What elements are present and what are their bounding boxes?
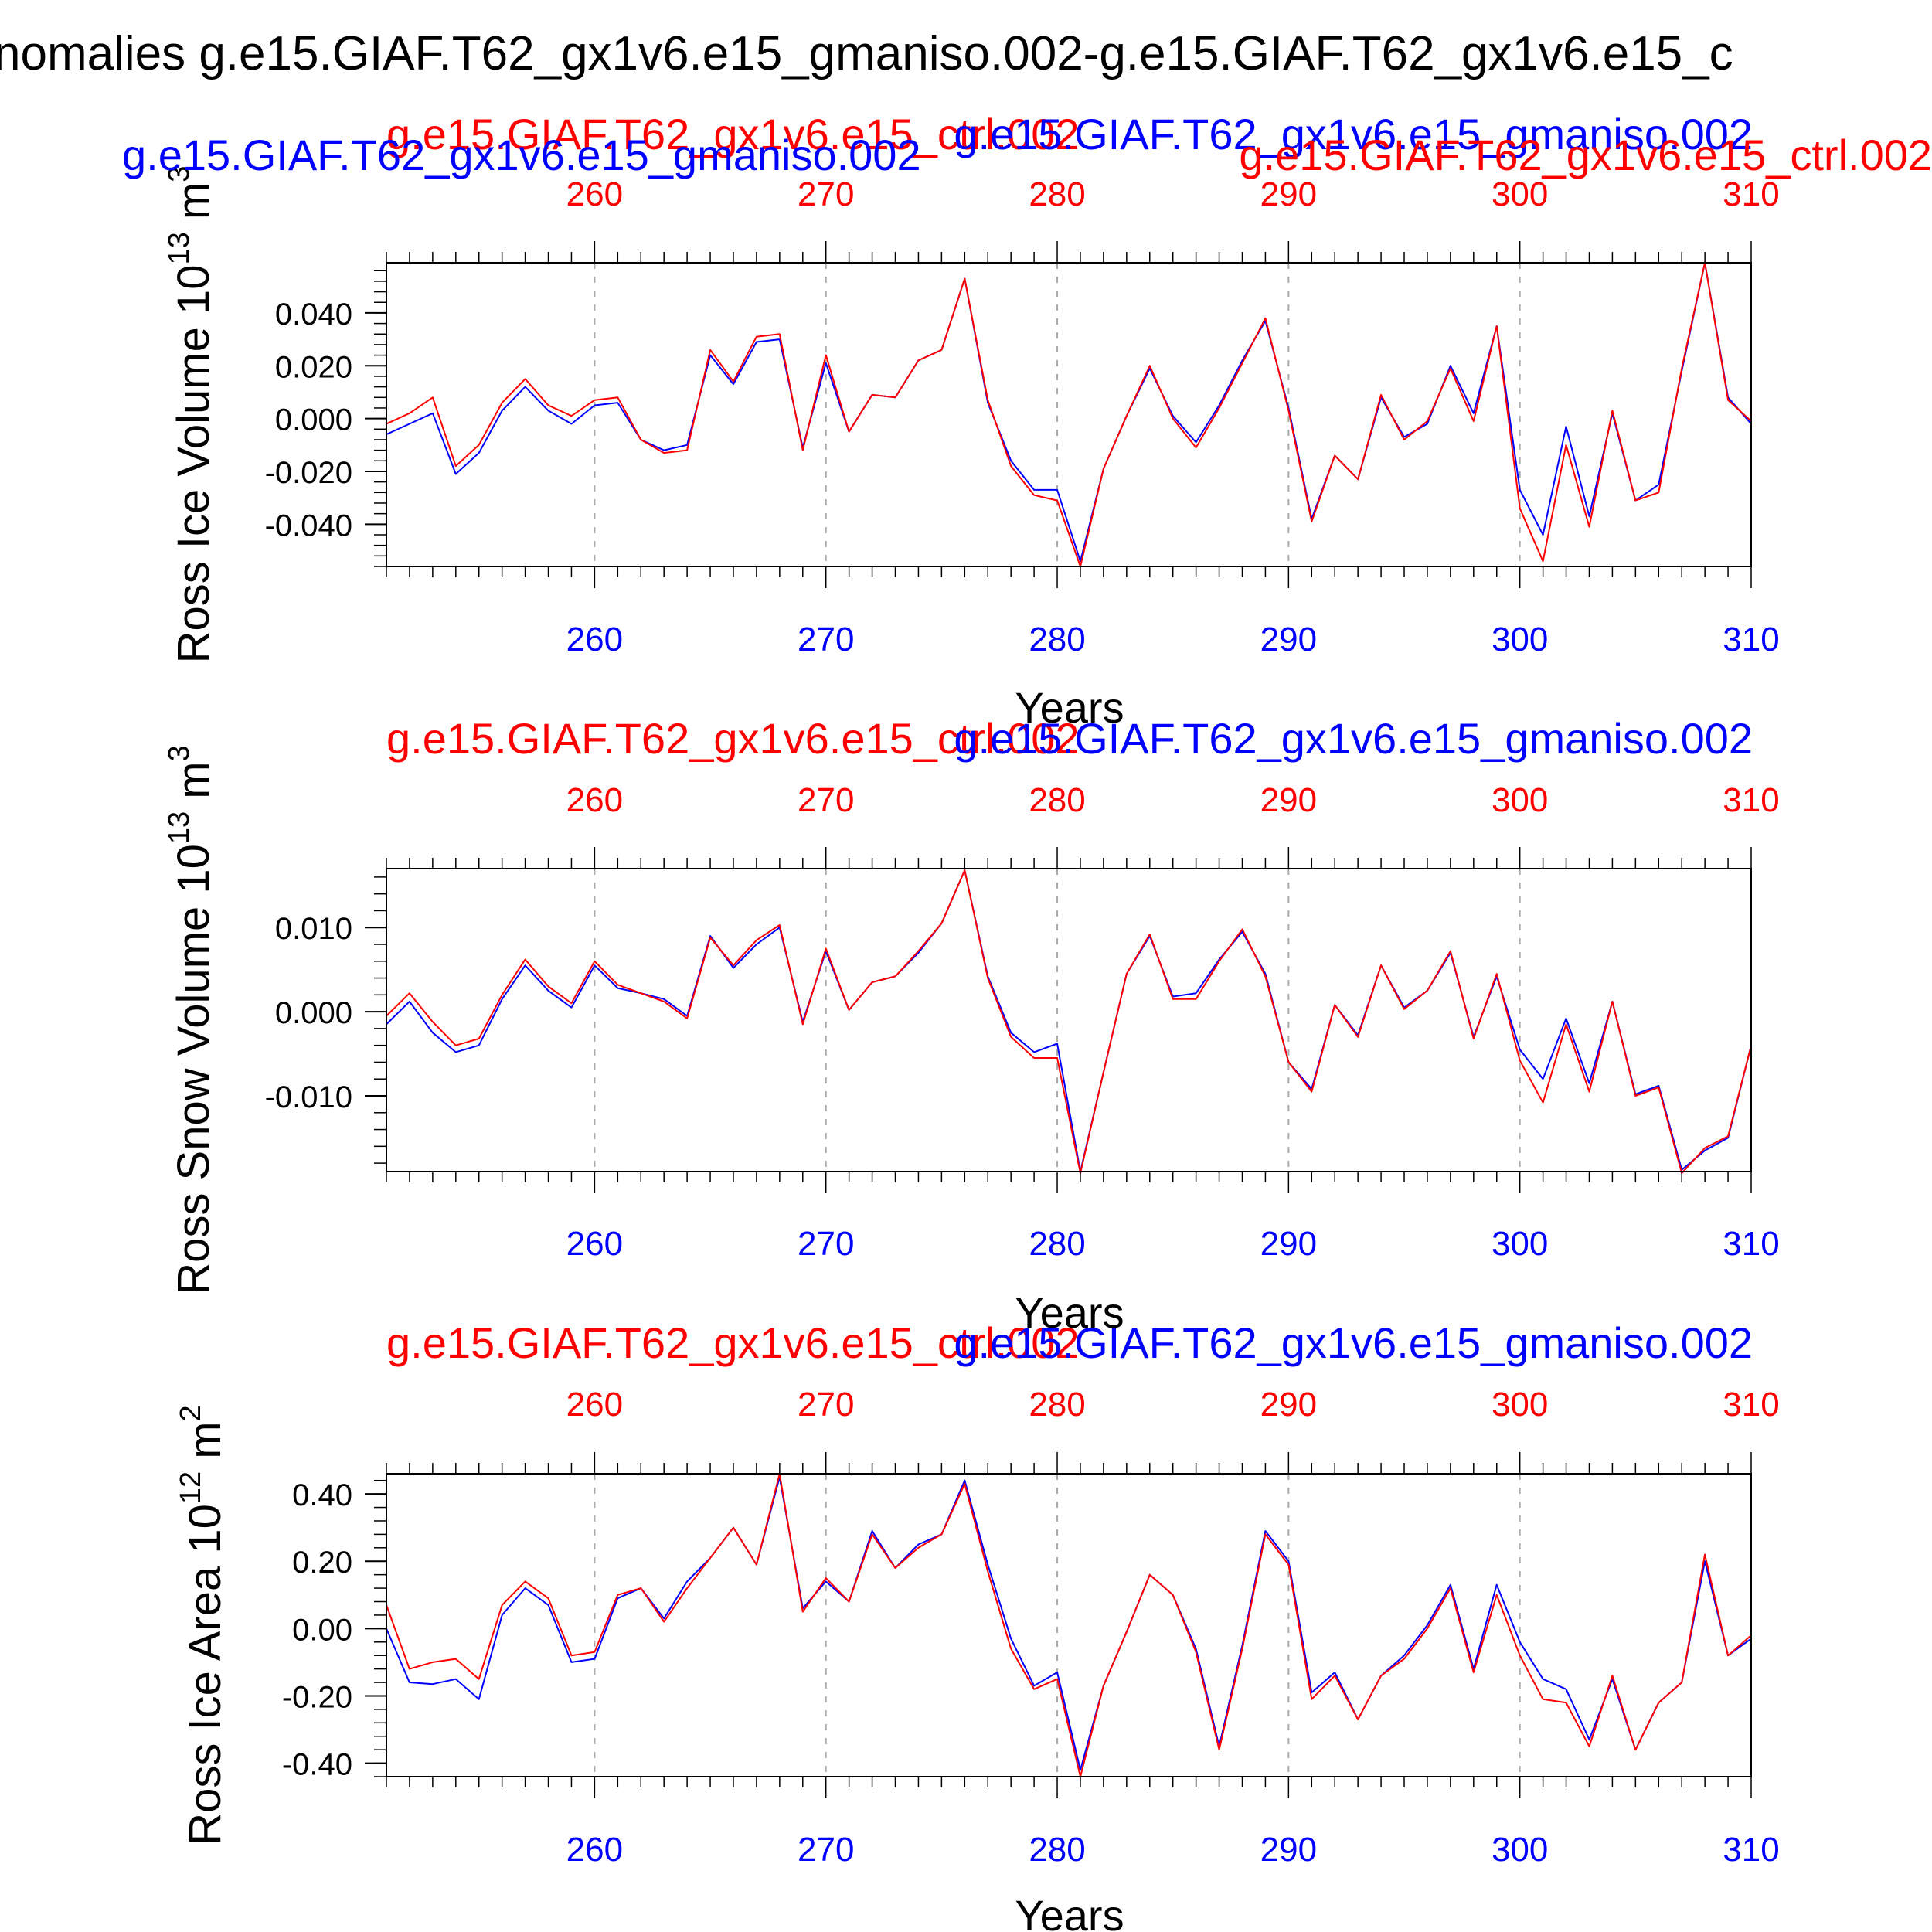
y-axis-label: Ross Snow Volume 1013 m3 [163,745,219,1294]
chart-panels: 0.040 0.020 0.000 -0.020 -0.040 260 260 270 270 2… [122,110,1932,1932]
x-tick-label-top: 290 [1260,781,1317,819]
x-tick-label-bottom: 290 [1260,1225,1317,1263]
x-tick-label-top: 270 [798,175,854,213]
x-tick-label-top: 270 [798,781,854,819]
chart-panel-1: 0.040 0.020 0.000 -0.020 -0.040 260 260 270 270 2… [122,110,1932,732]
x-tick-label-bottom: 260 [566,1831,623,1869]
y-axis-label-unit: m [168,761,219,811]
y-tick-label: 0.020 [275,350,352,384]
x-axis-label: Years [1015,1891,1124,1932]
x-tick-label-bottom: 280 [1029,621,1085,658]
x-tick-label-bottom: 290 [1260,621,1317,658]
x-tick-label-top: 270 [798,1386,854,1423]
chart-panel-3: 0.40 0.20 0.00 -0.20 -0.40 260 260 270 270 280 280… [175,1318,1780,1932]
plot-frame [386,1473,1752,1777]
x-tick-label-bottom: 290 [1260,1831,1317,1869]
x-tick-label-top: 310 [1723,175,1779,213]
x-tick-label-top: 260 [566,175,623,213]
series-line-ctrl [386,262,1752,567]
x-tick-label-top: 300 [1492,1386,1548,1423]
plot-frame [386,262,1752,567]
y-axis-label-text: Ross Ice Volume 10 [168,265,219,664]
y-axis-label-unit-exponent: 2 [175,1405,207,1421]
plot-frame [386,868,1752,1172]
x-tick-label-top: 310 [1723,1386,1779,1423]
x-tick-label-bottom: 300 [1492,1831,1548,1869]
y-axis-label-exponent: 13 [163,232,196,264]
legend-entry-upper-right: g.e15.GIAF.T62_gx1v6.e15_ctrl.002 [1239,131,1932,179]
series-line-ctrl [386,1473,1752,1777]
y-axis-label-unit-exponent: 3 [163,166,196,182]
y-axis-label-unit: m [180,1421,230,1471]
y-tick-label: 0.00 [292,1613,352,1647]
x-tick-label-bottom: 260 [566,1225,623,1263]
x-tick-label-top: 280 [1029,175,1085,213]
legend-entry-top-left: g.e15.GIAF.T62_gx1v6.e15_ctrl.002 [386,1318,1080,1367]
x-tick-label-bottom: 300 [1492,621,1548,658]
y-axis-label-text: Ross Ice Area 10 [180,1504,230,1845]
series-line-gmaniso [386,1476,1752,1771]
series-line-ctrl [386,869,1752,1175]
y-tick-label: 0.40 [292,1478,352,1512]
y-axis-label-exponent: 12 [175,1471,207,1504]
x-tick-label-bottom: 270 [798,621,854,658]
y-tick-label: -0.040 [265,509,352,543]
y-tick-label: -0.020 [265,456,352,490]
x-tick-label-bottom: 300 [1492,1225,1548,1263]
y-axis-label: Ross Ice Area 1012 m2 [175,1405,230,1845]
y-axis-label-text: Ross Snow Volume 10 [168,844,219,1295]
x-tick-label-bottom: 310 [1723,1831,1779,1869]
y-tick-label: 0.000 [275,403,352,437]
x-tick-label-top: 300 [1492,175,1548,213]
x-tick-label-bottom: 270 [798,1831,854,1869]
series-line-gmaniso [386,262,1752,563]
x-tick-label-top: 280 [1029,781,1085,819]
y-tick-label: 0.20 [292,1546,352,1580]
x-tick-label-top: 260 [566,1386,623,1423]
x-tick-label-bottom: 270 [798,1225,854,1263]
x-tick-label-bottom: 310 [1723,1225,1779,1263]
y-tick-label: -0.20 [282,1680,352,1714]
x-tick-label-bottom: 280 [1029,1831,1085,1869]
y-axis-label-exponent: 13 [163,811,196,844]
legend-entry-top-right: g.e15.GIAF.T62_gx1v6.e15_gmaniso.002 [954,1318,1753,1367]
x-tick-label-top: 300 [1492,781,1548,819]
y-tick-label: -0.010 [265,1080,352,1114]
y-axis-label-unit-exponent: 3 [163,745,196,761]
x-tick-label-bottom: 310 [1723,621,1779,658]
figure-title: nomalies g.e15.GIAF.T62_gx1v6.e15_gmanis… [0,27,1733,80]
x-tick-label-top: 310 [1723,781,1779,819]
x-axis-label: Years [1015,1288,1124,1337]
x-tick-label-top: 280 [1029,1386,1085,1423]
legend-entry-top-left: g.e15.GIAF.T62_gx1v6.e15_ctrl.002 [386,714,1080,763]
legend-entry-top-left: g.e15.GIAF.T62_gx1v6.e15_ctrl.002 [386,110,1080,158]
x-tick-label-top: 290 [1260,175,1317,213]
legend-entry-top-right: g.e15.GIAF.T62_gx1v6.e15_gmaniso.002 [954,714,1753,763]
x-axis-label: Years [1015,683,1124,732]
x-tick-label-top: 260 [566,781,623,819]
y-tick-label: 0.040 [275,298,352,332]
y-tick-label: 0.000 [275,996,352,1030]
y-axis-label: Ross Ice Volume 1013 m3 [163,166,219,664]
y-tick-label: 0.010 [275,912,352,946]
legend-entry-upper-left: g.e15.GIAF.T62_gx1v6.e15_gmaniso.002 [122,131,921,179]
chart-panel-2: 0.010 0.000 -0.010 260 260 270 270 280 280 290 290… [163,714,1780,1337]
x-tick-label-bottom: 260 [566,621,623,658]
y-tick-label: -0.40 [282,1748,352,1782]
x-tick-label-top: 290 [1260,1386,1317,1423]
y-axis-label-unit: m [168,182,219,232]
legend-entry-top-right: g.e15.GIAF.T62_gx1v6.e15_gmaniso.002 [954,110,1753,158]
series-line-gmaniso [386,869,1752,1172]
x-tick-label-bottom: 280 [1029,1225,1085,1263]
